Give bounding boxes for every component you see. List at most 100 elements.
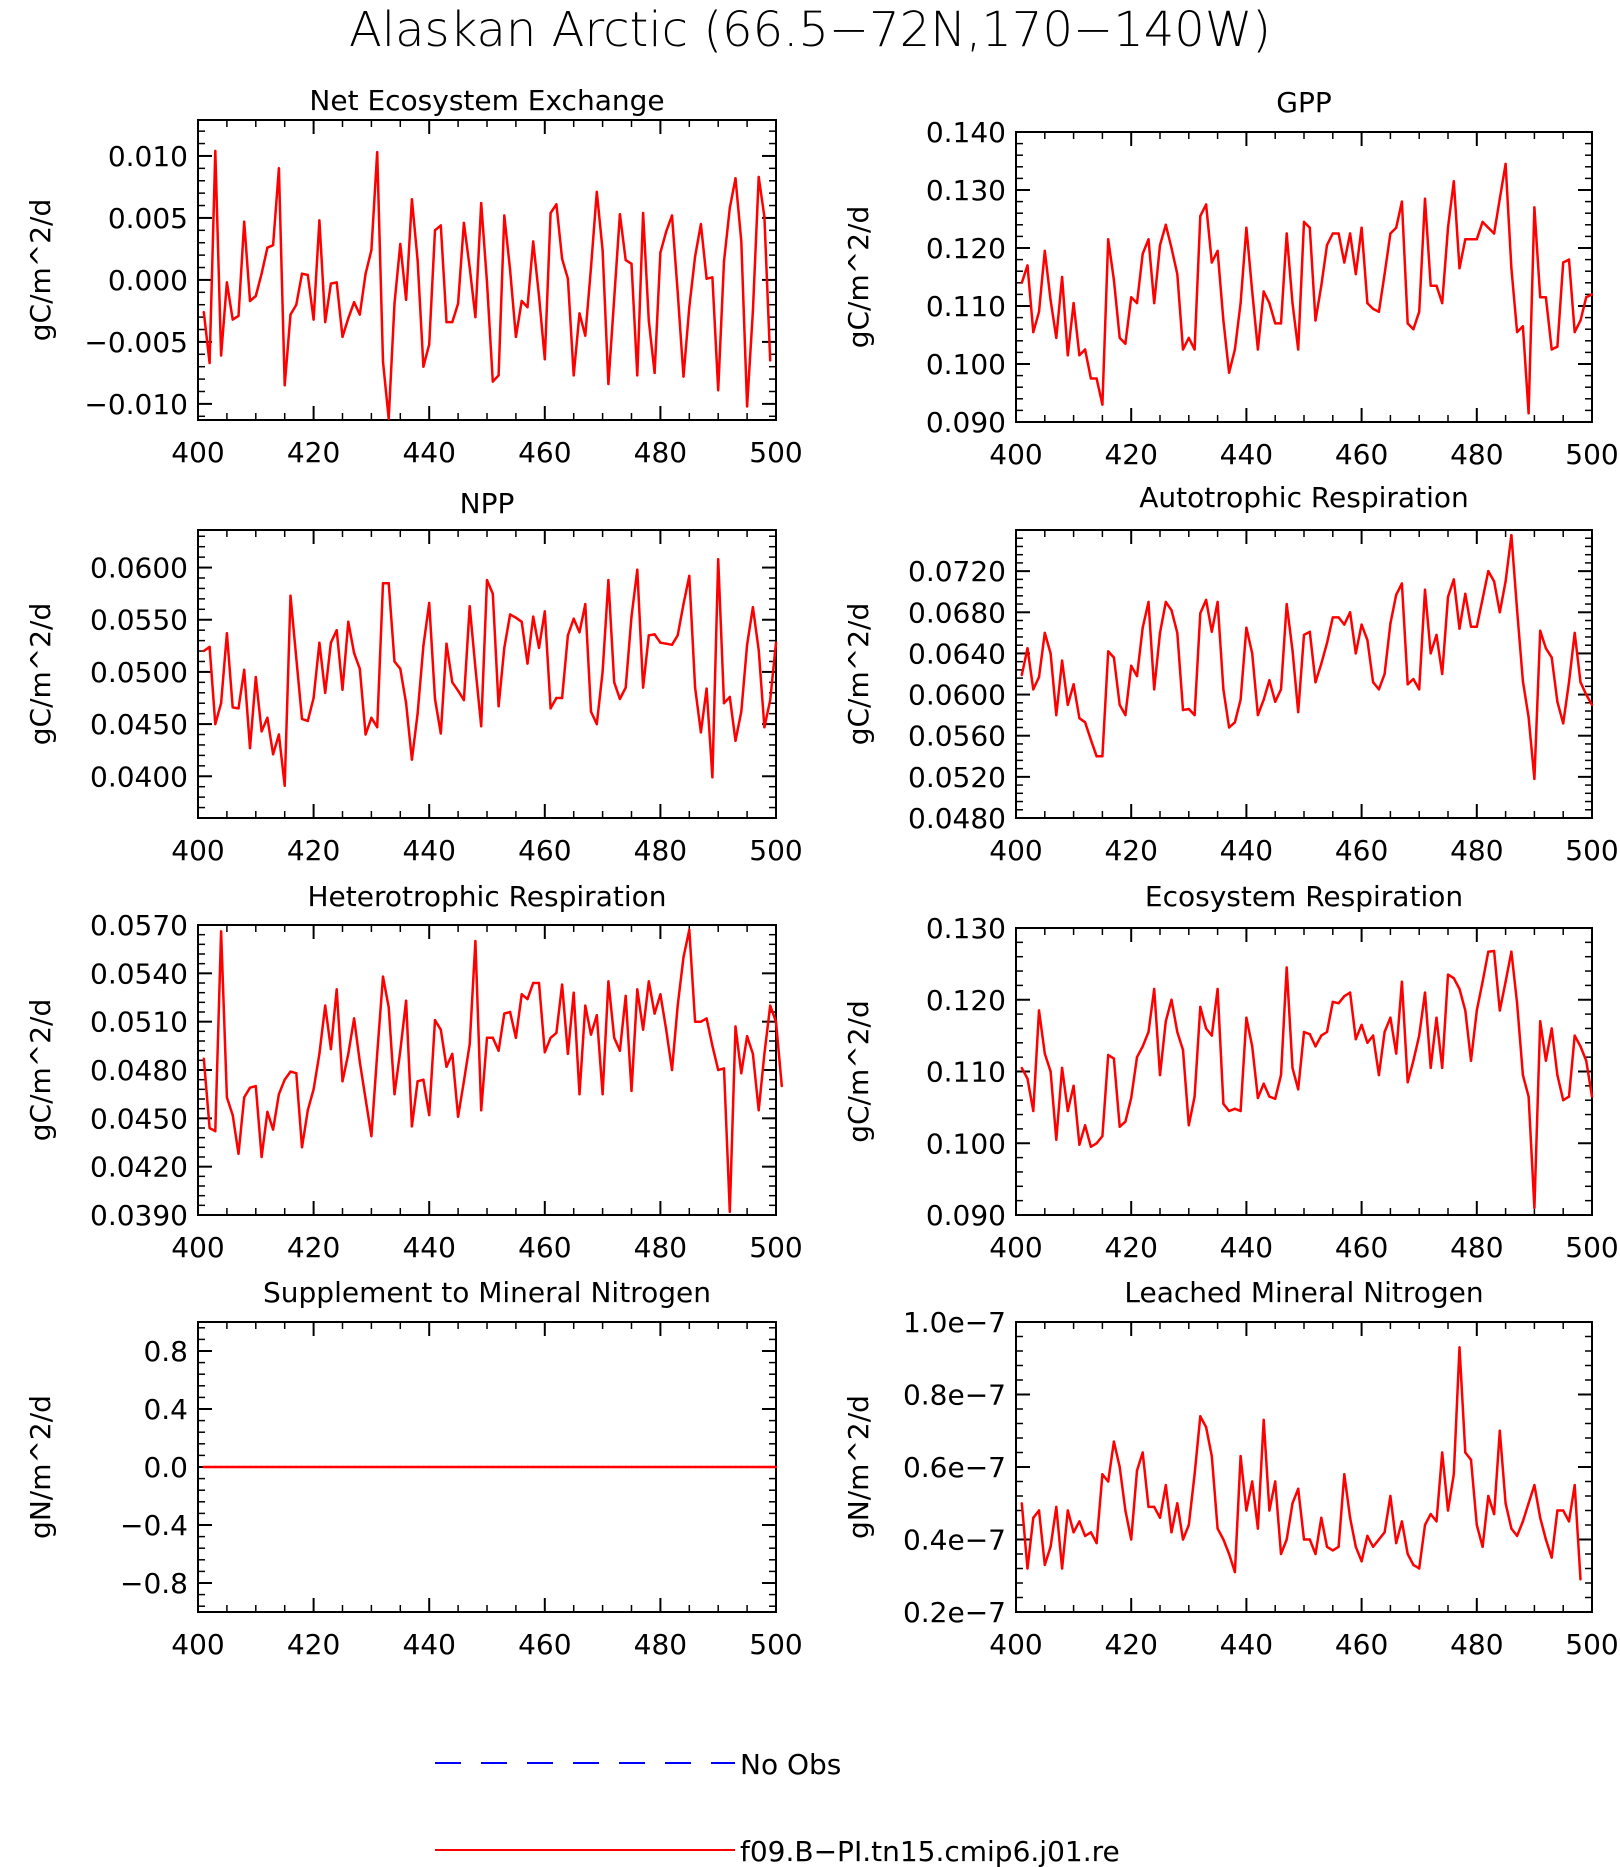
data-point: [485, 281, 489, 284]
data-point: [1337, 616, 1340, 619]
data-point: [722, 702, 726, 705]
data-point: [497, 1465, 500, 1469]
data-point: [647, 980, 650, 983]
data-point: [399, 1049, 402, 1052]
data-point: [1066, 703, 1070, 707]
data-point: [653, 371, 656, 375]
data-point: [1262, 1082, 1265, 1085]
data-point: [491, 592, 494, 595]
data-point: [555, 1031, 558, 1035]
data-point: [1377, 1538, 1381, 1541]
data-point: [445, 1065, 448, 1069]
data-point: [589, 710, 593, 713]
data-point: [740, 710, 743, 713]
data-point: [485, 578, 489, 582]
data-point: [1418, 1567, 1421, 1570]
data-point: [1256, 348, 1260, 351]
data-point: [352, 651, 356, 655]
data-point: [1354, 1545, 1358, 1549]
data-point: [1066, 1509, 1070, 1512]
data-point: [456, 689, 460, 692]
data-point: [393, 302, 396, 305]
data-point: [1539, 1020, 1542, 1023]
data-point: [532, 1465, 535, 1469]
data-point: [422, 365, 425, 368]
data-point: [584, 602, 587, 606]
data-point: [740, 240, 743, 243]
data-point: [208, 361, 211, 365]
y-tick-label: 0.0450: [90, 1102, 188, 1135]
data-point: [607, 382, 610, 386]
data-point: [428, 343, 431, 346]
x-tick-label: 420: [1104, 1628, 1157, 1661]
data-point: [1400, 1520, 1404, 1523]
data-point: [1320, 1516, 1323, 1520]
data-point: [1101, 1134, 1104, 1138]
data-point: [266, 1110, 269, 1114]
data-point: [595, 722, 598, 726]
data-point: [1216, 1527, 1219, 1530]
data-point: [1135, 1056, 1139, 1059]
data-point: [717, 558, 720, 561]
data-point: [618, 697, 622, 701]
data-point: [497, 705, 500, 708]
data-point: [1141, 626, 1144, 629]
data-point: [1043, 1052, 1047, 1055]
x-tick-label: 480: [1450, 834, 1503, 867]
panel-npp: NPP gC/m^2/d 400 420 440 460 480 500 0.0400 0.045…: [24, 487, 803, 867]
data-point: [1158, 631, 1162, 635]
data-point: [601, 249, 604, 252]
data-point: [1360, 1023, 1363, 1027]
data-point: [1026, 1077, 1029, 1080]
data-point: [1441, 1451, 1444, 1454]
data-point: [1291, 301, 1294, 305]
data-point: [1498, 197, 1502, 200]
panel-autotrophic-respiration: Autotrophic Respiration gC/m^2/d 400 420 440…: [842, 481, 1619, 867]
data-point: [300, 272, 304, 275]
y-axis-label: gC/m^2/d: [24, 199, 57, 342]
data-point: [1412, 1059, 1415, 1062]
data-point: [1343, 261, 1346, 264]
data-point: [503, 214, 506, 217]
data-point: [769, 359, 772, 362]
x-tick-label: 480: [634, 436, 687, 469]
data-point: [1487, 1494, 1490, 1498]
data-point: [1153, 688, 1156, 691]
data-point: [410, 1125, 414, 1128]
data-point: [1297, 1088, 1300, 1091]
data-point: [219, 354, 223, 357]
data-point: [1095, 1541, 1098, 1545]
y-tick-label: 0.090: [926, 1199, 1006, 1232]
data-point: [1544, 1538, 1548, 1541]
data-point: [1268, 1095, 1271, 1098]
data-point: [225, 281, 229, 284]
data-point: [329, 641, 333, 644]
data-point: [676, 291, 679, 294]
data-point: [1153, 301, 1156, 305]
data-point: [462, 1465, 466, 1469]
data-point: [711, 776, 714, 779]
data-point: [636, 374, 639, 377]
data-point: [1124, 342, 1127, 345]
data-point: [214, 722, 217, 726]
y-axis-label: gC/m^2/d: [842, 1000, 875, 1143]
data-point: [1164, 1483, 1168, 1487]
data-point: [399, 1465, 402, 1469]
panel-title: Heterotrophic Respiration: [308, 880, 667, 913]
data-point: [745, 405, 749, 408]
data-point: [225, 1465, 229, 1469]
data-point: [722, 1067, 726, 1070]
data-point: [1193, 713, 1196, 717]
data-point: [439, 1028, 442, 1031]
x-tick-label: 440: [402, 1628, 455, 1661]
data-point: [728, 1465, 731, 1469]
data-point: [1435, 284, 1438, 287]
data-point: [1573, 1483, 1576, 1487]
data-point: [589, 1033, 593, 1036]
data-point: [1176, 631, 1179, 635]
y-axis-label: gN/m^2/d: [842, 1395, 875, 1539]
data-point: [1481, 220, 1484, 224]
data-point: [295, 657, 298, 660]
data-point: [329, 1465, 333, 1469]
data-point: [549, 1036, 552, 1040]
